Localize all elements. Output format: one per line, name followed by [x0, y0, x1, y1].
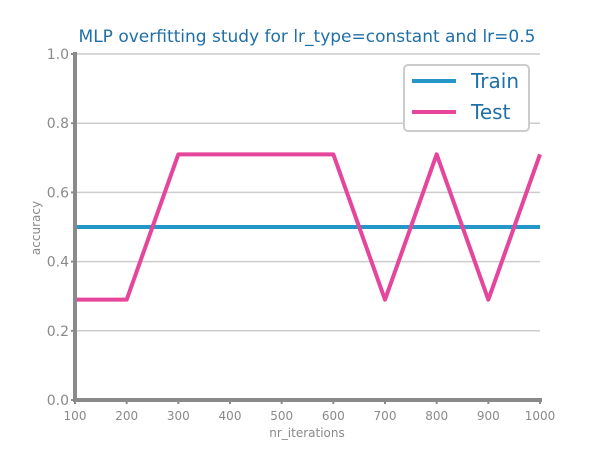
series-line-test: [75, 152, 542, 302]
x-tick-label: 300: [167, 409, 190, 423]
x-axis-ticks: 100 200 300 400 500 600 700 800 900 1000: [64, 400, 556, 423]
series-group: [75, 152, 542, 302]
y-axis-ticks: 0.0 0.2 0.4 0.6 0.8 1.0: [47, 47, 75, 409]
x-tick-label: 500: [270, 409, 293, 423]
y-tick-label: 0.4: [47, 255, 69, 271]
legend: Train Test: [403, 64, 530, 132]
x-axis-label: nr_iterations: [269, 426, 345, 440]
x-tick-label: 800: [425, 409, 448, 423]
y-tick-label: 0.0: [47, 393, 69, 409]
axes: [73, 52, 542, 402]
legend-label-train: Train: [470, 69, 519, 93]
y-tick-label: 0.8: [47, 116, 69, 132]
y-axis-label: accuracy: [29, 201, 43, 255]
x-tick-label: 200: [115, 409, 138, 423]
chart-title: MLP overfitting study for lr_type=consta…: [79, 27, 536, 47]
x-tick-label: 700: [374, 409, 397, 423]
x-tick-label: 600: [322, 409, 345, 423]
legend-label-test: Test: [470, 100, 511, 124]
x-tick-label: 100: [64, 409, 87, 423]
x-tick-label: 400: [219, 409, 242, 423]
y-tick-label: 0.2: [47, 324, 69, 340]
x-tick-label: 1000: [525, 409, 556, 423]
y-tick-label: 0.6: [47, 185, 69, 201]
x-tick-label: 900: [477, 409, 500, 423]
y-tick-label: 1.0: [47, 47, 69, 63]
